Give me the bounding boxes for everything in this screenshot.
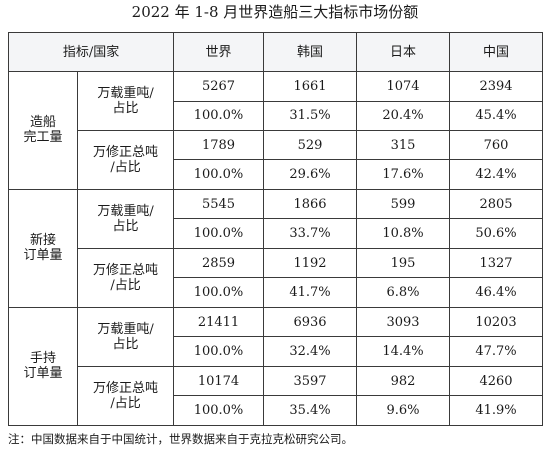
value-cell: 4260 [449,365,544,397]
metric-label: 万修正总吨 /占比 [76,247,175,308]
value-cell: 10203 [449,306,544,338]
value-cell: 1661 [263,71,358,102]
value-cell: 100.0% [173,100,265,131]
value-cell: 1327 [449,247,544,279]
market-share-table: 指标/国家 世界 韩国 日本 中国 造船 完工量 万载重吨/ 占比 5267 1661… [7,31,544,427]
table-row: 100.0% 33.7% 10.8% 50.6% [9,218,544,249]
table-row: 新接 订单量 万载重吨/ 占比 5545 1866 599 2805 [8,188,544,308]
value-cell: 42.4% [449,159,544,190]
table-title: 2022 年 1-8 月世界造船三大指标市场份额 [131,3,419,21]
value-cell: 20.4% [356,100,451,131]
column-header-world: 世界 [173,31,265,73]
table-body: 造船 完工量 万载重吨/ 占比 5267 1661 1074 2394 100.0% 31.5… [8,71,544,427]
value-cell: 529 [263,129,358,161]
table-row: 手持 订单量 万载重吨/ 占比 21411 6936 3093 10203 [8,306,544,427]
value-cell: 9.6% [356,395,451,426]
table-row: 造船 完工量 万载重吨/ 占比 5267 1661 1074 2394 [8,71,544,190]
value-cell: 47.7% [449,336,544,367]
value-cell: 760 [449,129,544,161]
metric-label: 万修正总吨 /占比 [76,365,175,427]
value-cell: 2805 [449,188,544,220]
group-label-completed: 造船 完工量 [8,71,78,190]
table-row: 100.0% 31.5% 20.4% 45.4% [9,100,544,131]
value-cell: 599 [356,188,451,220]
table-row: 100.0% 41.7% 6.8% 46.4% [9,277,544,308]
header-row: 指标/国家 世界 韩国 日本 中国 [7,31,544,73]
value-cell: 31.5% [263,100,358,131]
value-cell: 100.0% [173,218,265,249]
table-row: 万修正总吨 /占比 1789 529 315 760 [9,129,544,190]
table-row: 100.0% 29.6% 17.6% 42.4% [9,159,544,190]
value-cell: 10174 [173,365,265,397]
value-cell: 6.8% [356,277,451,308]
column-header-korea: 韩国 [263,31,358,73]
metric-label: 万载重吨/ 占比 [76,306,175,367]
table-row: 万修正总吨 /占比 10174 3597 982 4260 [9,365,544,427]
value-cell: 50.6% [449,218,544,249]
value-cell: 195 [356,247,451,279]
value-cell: 5267 [173,71,265,102]
value-cell: 41.9% [449,395,544,426]
value-cell: 33.7% [263,218,358,249]
value-cell: 5545 [173,188,265,220]
metric-label: 万修正总吨 /占比 [76,129,175,190]
column-header-china: 中国 [449,31,544,73]
value-cell: 17.6% [356,159,451,190]
value-cell: 45.4% [449,100,544,131]
value-cell: 32.4% [263,336,358,367]
value-cell: 1074 [356,71,451,102]
value-cell: 1866 [263,188,358,220]
value-cell: 2859 [173,247,265,279]
value-cell: 100.0% [173,159,265,190]
corner-header: 指标/国家 [7,31,175,73]
value-cell: 1789 [173,129,265,161]
value-cell: 3093 [356,306,451,338]
value-cell: 982 [356,365,451,397]
value-cell: 41.7% [263,277,358,308]
metric-label: 万载重吨/ 占比 [76,188,175,249]
value-cell: 1192 [263,247,358,279]
value-cell: 3597 [263,365,358,397]
group-label-new-orders: 新接 订单量 [8,188,78,308]
value-cell: 29.6% [263,159,358,190]
value-cell: 35.4% [263,395,358,426]
value-cell: 100.0% [173,336,265,367]
value-cell: 100.0% [173,277,265,308]
value-cell: 14.4% [356,336,451,367]
footnote: 注：中国数据来自于中国统计，世界数据来自于克拉克松研究公司。 [8,432,353,446]
value-cell: 46.4% [449,277,544,308]
value-cell: 6936 [263,306,358,338]
value-cell: 21411 [173,306,265,338]
table-row: 100.0% 32.4% 14.4% 47.7% [9,336,544,367]
table-row: 100.0% 35.4% 9.6% 41.9% [9,395,544,426]
value-cell: 10.8% [356,218,451,249]
column-header-japan: 日本 [356,31,451,73]
value-cell: 2394 [449,71,544,102]
group-label-backlog: 手持 订单量 [8,306,78,427]
table-row: 万修正总吨 /占比 2859 1192 195 1327 [9,247,544,308]
value-cell: 315 [356,129,451,161]
value-cell: 100.0% [173,395,265,426]
metric-label: 万载重吨/ 占比 [76,71,175,131]
